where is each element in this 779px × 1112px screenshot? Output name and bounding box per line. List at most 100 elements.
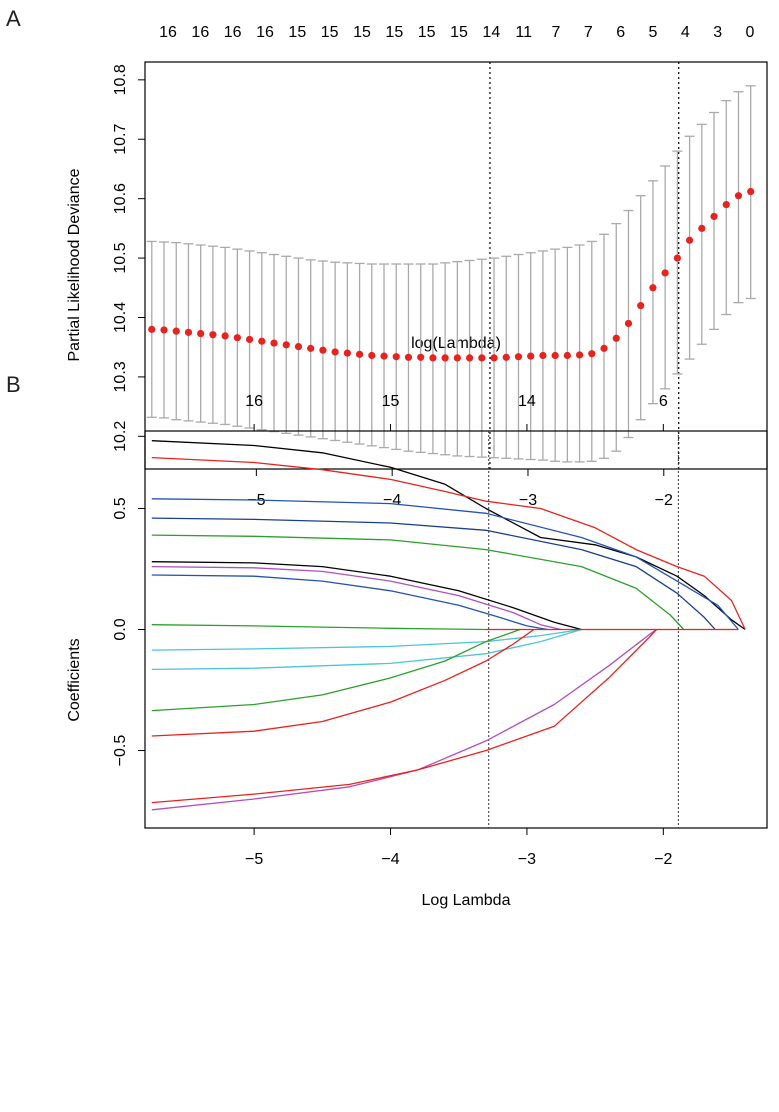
data-point-38 (612, 334, 620, 342)
coefficient-path-var3 (151, 498, 739, 630)
data-point-6 (221, 332, 229, 340)
data-point-0 (148, 325, 156, 333)
data-point-23 (429, 354, 437, 362)
coefficient-path-var1 (151, 440, 746, 631)
panel-b-label: B (6, 372, 21, 397)
data-point-9 (258, 337, 266, 345)
data-point-8 (245, 335, 254, 344)
y-tick-label-3: 10.5 (112, 242, 129, 273)
panel-a-label: A (6, 6, 21, 31)
top-axis-label-17: 3 (713, 24, 722, 41)
panel-a-y-axis: 10.2 10.3 10.4 10.5 10.6 10.7 10.8 (112, 64, 145, 452)
panel-b-y-axis: −0.5 0.0 0.5 (112, 497, 145, 766)
data-point-13 (307, 344, 315, 352)
y-tick-label-1: 0.0 (112, 618, 129, 640)
data-point-24 (441, 354, 449, 362)
data-point-29 (502, 353, 510, 361)
coefficient-path-var8 (151, 574, 548, 631)
data-point-45 (698, 224, 706, 232)
data-point-1 (160, 326, 168, 334)
data-point-31 (527, 352, 535, 360)
coefficient-path-var7 (151, 565, 562, 631)
data-point-30 (514, 353, 523, 361)
top-axis-label-8: 15 (418, 24, 436, 41)
top-axis-label-16: 4 (681, 24, 690, 41)
data-point-40 (637, 302, 645, 310)
top-axis-label-1: 16 (191, 24, 209, 41)
coefficient-path-var5 (151, 534, 685, 630)
panel-b-xlabel: Log Lambda (422, 892, 511, 909)
top-axis-label-18: 0 (746, 24, 755, 41)
data-point-14 (319, 346, 327, 354)
x-tick-label-2: −3 (518, 851, 536, 868)
data-point-39 (624, 319, 633, 328)
top-axis-label-4: 15 (288, 24, 306, 41)
data-point-7 (233, 334, 241, 342)
y-tick-label-1: 10.3 (112, 361, 129, 392)
coefficient-path-var6 (151, 561, 582, 631)
x-tick-label-0: −5 (245, 851, 263, 868)
coefficient-path-var14 (151, 628, 657, 811)
top-axis-label-12: 7 (552, 24, 561, 41)
x-tick-label-1: −4 (381, 851, 399, 868)
top-axis-label-14: 6 (616, 24, 625, 41)
data-point-35 (575, 351, 584, 359)
top-axis-label-13: 7 (584, 24, 593, 41)
data-point-27 (478, 354, 486, 362)
top-axis-label-2: 16 (224, 24, 242, 41)
panel-b-top-axis: 16 15 14 6 (245, 393, 668, 431)
panel-a-xlabel: log(Lambda) (411, 335, 501, 352)
panel-a-points (148, 187, 755, 362)
top-axis-label-11: 11 (515, 24, 532, 41)
top-axis-label-3: 16 (256, 24, 274, 41)
data-point-26 (465, 354, 474, 362)
data-point-41 (649, 284, 657, 292)
coefficient-path-var15 (151, 629, 657, 804)
data-point-49 (747, 187, 755, 196)
data-point-18 (368, 351, 376, 360)
coefficient-path-var13 (151, 628, 535, 737)
top-axis-label-0: 16 (245, 393, 263, 410)
top-axis-label-6: 15 (353, 24, 371, 41)
data-point-37 (600, 344, 608, 352)
data-point-3 (184, 328, 193, 336)
data-point-17 (355, 350, 364, 358)
y-tick-label-0: −0.5 (112, 735, 129, 767)
data-point-21 (404, 353, 413, 361)
data-point-46 (710, 212, 718, 221)
top-axis-label-5: 15 (321, 24, 339, 41)
top-axis-label-9: 15 (450, 24, 468, 41)
panel-b-ylabel: Coefficients (66, 638, 83, 721)
coefficient-path-var4 (151, 517, 716, 630)
data-point-19 (380, 352, 388, 360)
data-point-32 (539, 351, 547, 360)
panel-a-ylabel: Partial Likelihood Deviance (66, 168, 83, 361)
y-tick-label-0: 10.2 (112, 421, 129, 452)
panel-b-x-axis: −5 −4 −3 −2 (245, 828, 673, 868)
coefficient-path-var9 (151, 624, 487, 631)
top-axis-label-2: 14 (518, 393, 536, 410)
coefficient-path-var10 (151, 628, 582, 651)
top-axis-label-10: 14 (482, 24, 500, 41)
data-point-47 (722, 200, 730, 209)
top-axis-label-1: 15 (382, 393, 400, 410)
x-tick-label-3: −2 (654, 851, 672, 868)
data-point-16 (343, 349, 351, 357)
panel-a-x-axis: −5 −4 −3 −2 (247, 469, 673, 509)
panel-a: A log(Lambda) Partial Likelihood Devianc… (6, 6, 768, 509)
panel-b-coefficient-paths (151, 440, 746, 811)
data-point-48 (734, 192, 743, 200)
x-tick-label-1: −4 (383, 492, 401, 509)
x-tick-label-3: −2 (655, 492, 673, 509)
x-tick-label-2: −3 (519, 492, 537, 509)
data-point-15 (331, 348, 339, 356)
panel-a-top-axis: 16 16 16 16 15 15 15 15 15 15 14 11 7 7 6 5 4 3 0 (159, 24, 754, 41)
panel-a-plot-frame (144, 61, 768, 470)
data-point-28 (490, 354, 498, 362)
coefficient-path-var11 (151, 628, 582, 671)
data-point-36 (588, 350, 596, 358)
data-point-22 (417, 353, 425, 361)
y-tick-label-6: 10.8 (112, 64, 129, 95)
top-axis-label-3: 6 (659, 393, 668, 410)
